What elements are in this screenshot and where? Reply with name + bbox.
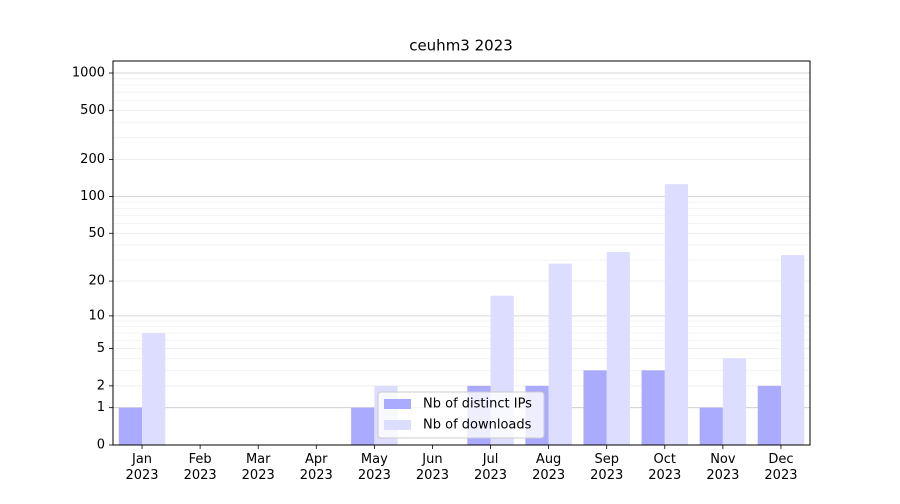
bar <box>699 407 723 445</box>
bar <box>118 407 143 445</box>
y-tick-label: 500 <box>80 103 105 118</box>
y-tick-label: 100 <box>80 189 105 204</box>
bar <box>757 385 781 445</box>
y-tick-label: 10 <box>88 308 105 323</box>
legend-label: Nb of downloads <box>423 418 532 433</box>
x-tick-label: Sep 2023 <box>590 452 624 483</box>
bar <box>583 370 607 445</box>
x-tick-label-box: Sep 2023 <box>590 452 624 483</box>
x-tick-label: Dec 2023 <box>764 452 798 483</box>
x-tick-label: Mar 2023 <box>241 452 275 483</box>
x-tick-label-box: Mar 2023 <box>241 452 275 483</box>
x-tick-label-box: Jan 2023 <box>125 452 159 483</box>
bar <box>548 263 572 445</box>
plot-frame <box>112 60 811 446</box>
x-tick-label-box: May 2023 <box>357 452 391 483</box>
x-tick-label-box: Apr 2023 <box>299 452 333 483</box>
x-tick-label: Apr 2023 <box>299 452 333 483</box>
bar <box>606 252 630 445</box>
bar <box>780 255 805 445</box>
y-tick-label: 1000 <box>72 66 105 81</box>
x-tick-label-box: Dec 2023 <box>764 452 798 483</box>
bar <box>351 407 375 445</box>
x-tick-label-box: Jun 2023 <box>415 452 449 483</box>
y-tick-label: 5 <box>97 341 105 356</box>
y-tick-label: 0 <box>97 438 105 453</box>
legend-box <box>377 391 545 439</box>
bar <box>142 333 166 445</box>
bar <box>664 184 689 445</box>
x-tick-label-box: Aug 2023 <box>532 452 566 483</box>
legend: Nb of distinct IPs Nb of downloads <box>377 391 545 439</box>
x-tick-label: Jan 2023 <box>125 452 159 483</box>
chart-title: ceuhm3 2023 <box>409 37 513 55</box>
y-tick-label: 200 <box>80 152 105 167</box>
x-tick-label: Jul 2023 <box>473 452 508 483</box>
legend-label: Nb of distinct IPs <box>423 397 532 412</box>
x-tick-label: Feb 2023 <box>183 452 217 483</box>
x-tick-label-box: Jul 2023 <box>473 452 508 483</box>
y-tick-label: 1 <box>97 400 105 415</box>
legend-swatch <box>384 420 411 430</box>
y-tick-label: 2 <box>97 378 105 393</box>
bar <box>722 358 747 445</box>
bar <box>641 370 665 445</box>
x-tick-label-box: Feb 2023 <box>183 452 217 483</box>
y-tick-label: 50 <box>88 226 105 241</box>
legend-swatch <box>384 399 411 409</box>
x-tick-label: Aug 2023 <box>532 452 566 483</box>
x-tick-label: Jun 2023 <box>415 452 449 483</box>
x-tick-label: Oct 2023 <box>648 452 682 483</box>
y-tick-label: 20 <box>88 274 105 289</box>
x-tick-label-box: Nov 2023 <box>706 452 740 483</box>
x-tick-label-box: Oct 2023 <box>648 452 682 483</box>
x-tick-label: May 2023 <box>357 452 391 483</box>
x-tick-label: Nov 2023 <box>706 452 740 483</box>
